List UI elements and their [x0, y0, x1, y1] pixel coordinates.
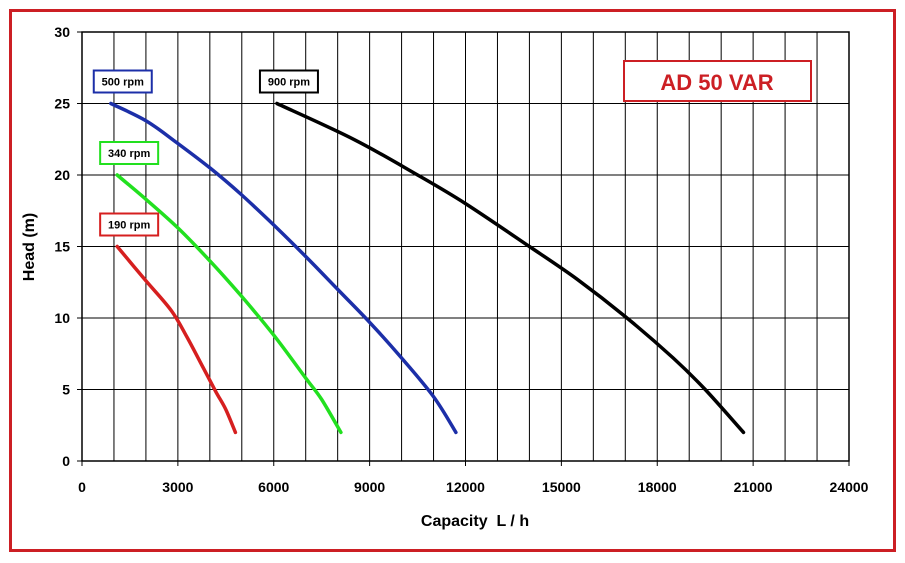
x-tick-label: 18000 — [638, 479, 677, 495]
x-tick-label: 12000 — [446, 479, 485, 495]
series-line-900-rpm — [275, 101, 746, 435]
series-label-500-rpm: 500 rpm — [92, 69, 153, 94]
series-labels: 500 rpm 340 rpm 190 rpm 900 rpm — [92, 69, 319, 237]
y-tick-label: 25 — [54, 96, 70, 112]
series-label-text: 900 rpm — [268, 77, 310, 89]
y-tick-label: 0 — [62, 453, 70, 469]
x-tick-label: 3000 — [162, 479, 193, 495]
series-label-340-rpm: 340 rpm — [99, 141, 160, 165]
series-layer — [109, 101, 746, 435]
series-label-text: 340 rpm — [108, 148, 150, 160]
series-label-text: 500 rpm — [102, 77, 144, 89]
series-label-text: 190 rpm — [108, 220, 150, 232]
series-line-340-rpm — [115, 173, 343, 435]
series-label-box — [92, 69, 153, 94]
x-tick-label: 21000 — [734, 479, 773, 495]
y-tick-label: 20 — [54, 167, 70, 183]
x-axis-label: Capacity L / h — [421, 513, 529, 530]
x-tick-label: 6000 — [258, 479, 289, 495]
series-label-900-rpm: 900 rpm — [258, 69, 319, 94]
title-box — [623, 60, 812, 102]
series-line-500-rpm — [109, 101, 458, 435]
x-tick-label: 9000 — [354, 479, 385, 495]
x-tick-label: 24000 — [830, 479, 869, 495]
chart-title: AD 50 VAR — [660, 70, 773, 95]
y-tick-label: 15 — [54, 239, 70, 255]
y-tick-label: 5 — [62, 382, 70, 398]
chart-frame — [9, 9, 896, 552]
x-tick-label: 0 — [78, 479, 86, 495]
ticks-layer: 0 3000 6000 9000 12000 15000 18000 21000 24000 0 5… — [54, 24, 868, 495]
y-tick-label: 10 — [54, 310, 70, 326]
series-label-box — [258, 69, 319, 94]
series-line-190-rpm — [115, 244, 238, 435]
x-tick-label: 15000 — [542, 479, 581, 495]
y-tick-label: 30 — [54, 24, 70, 40]
series-label-190-rpm: 190 rpm — [99, 212, 160, 237]
series-label-box — [99, 141, 160, 165]
series-label-box — [99, 212, 160, 237]
y-axis-label: Head (m) — [21, 213, 38, 281]
